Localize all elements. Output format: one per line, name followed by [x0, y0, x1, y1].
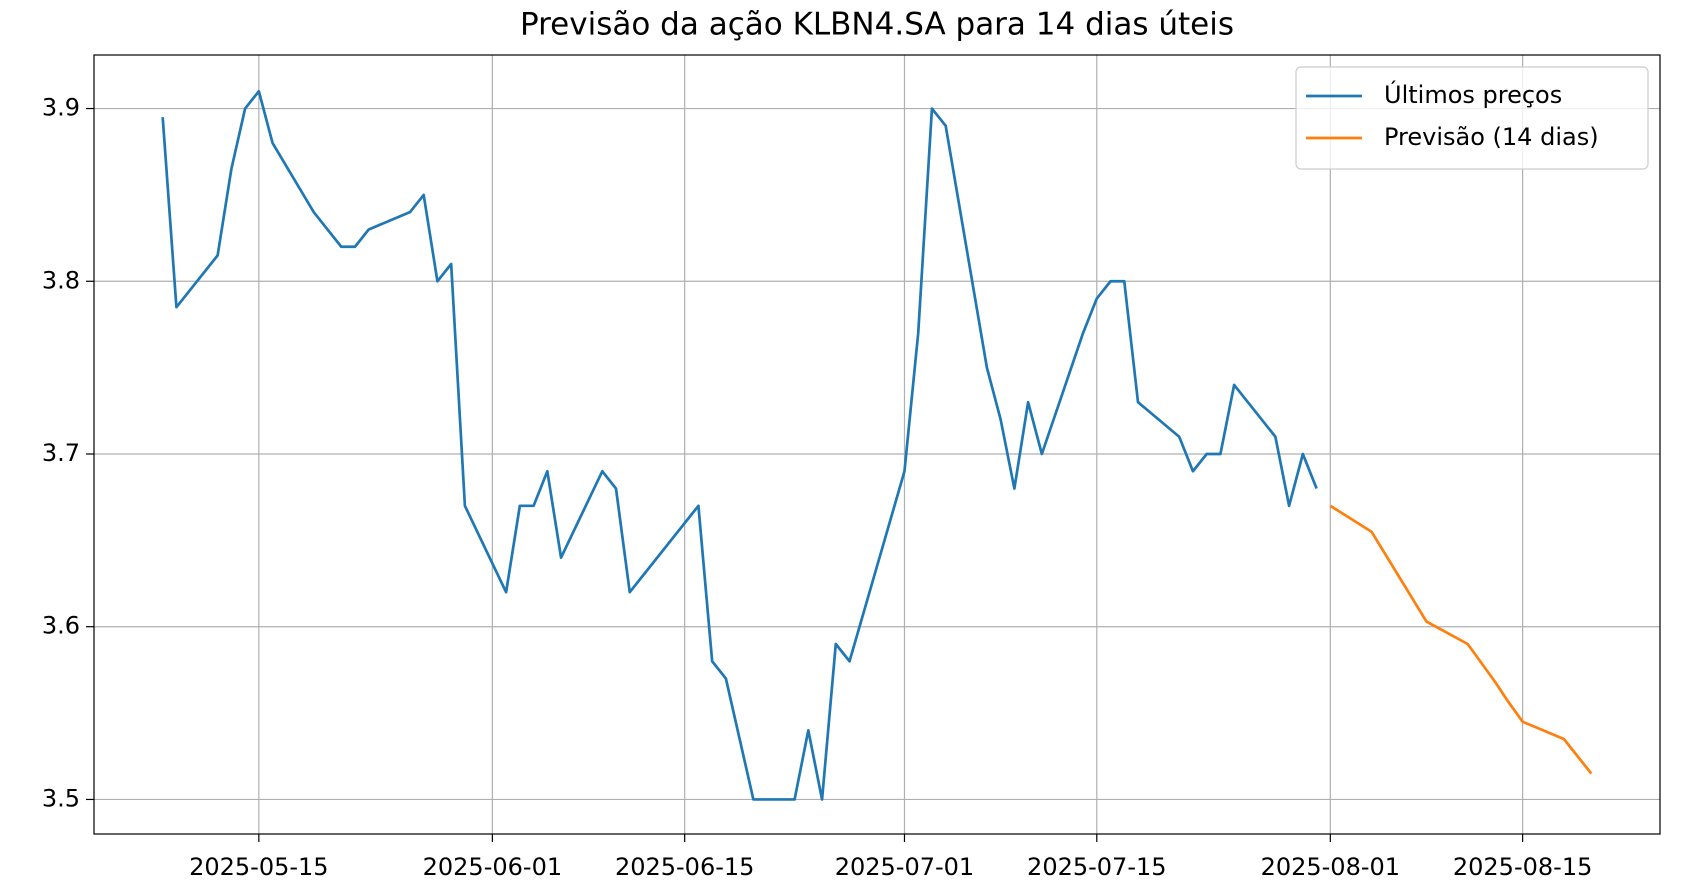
legend-label: Previsão (14 dias): [1384, 123, 1599, 151]
y-tick-label: 3.5: [42, 784, 80, 812]
x-tick-label: 2025-08-01: [1261, 853, 1400, 881]
x-tick-label: 2025-08-15: [1453, 853, 1592, 881]
x-tick-label: 2025-06-01: [423, 853, 562, 881]
y-tick-label: 3.9: [42, 94, 80, 122]
y-tick-label: 3.6: [42, 612, 80, 640]
legend-label: Últimos preços: [1384, 79, 1562, 109]
y-tick-label: 3.7: [42, 439, 80, 467]
line-series: [161, 89, 1318, 801]
legend: Últimos preços Previsão (14 dias): [1295, 66, 1649, 170]
x-tick-label: 2025-07-01: [835, 853, 974, 881]
plot-frame: [93, 54, 1661, 835]
line-series: [1329, 504, 1593, 775]
x-tick-label: 2025-06-15: [615, 853, 754, 881]
x-tick-label: 2025-07-15: [1027, 853, 1166, 881]
x-tick-label: 2025-05-15: [189, 853, 328, 881]
y-tick-label: 3.8: [42, 266, 80, 294]
legend-box: [1295, 66, 1649, 170]
chart-title: Previsão da ação KLBN4.SA para 14 dias ú…: [520, 7, 1234, 43]
